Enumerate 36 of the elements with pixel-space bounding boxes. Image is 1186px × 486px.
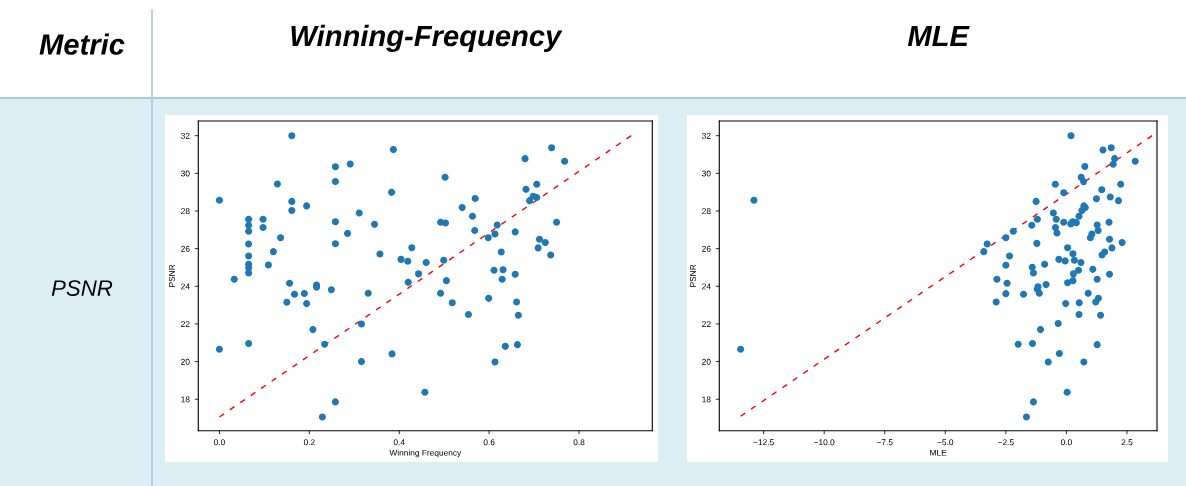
y-tick-label: 26 bbox=[702, 245, 711, 252]
text: PSNR bbox=[51, 280, 113, 296]
y-tick-label: 26 bbox=[181, 245, 190, 252]
y-tick-label: 32 bbox=[702, 132, 711, 139]
x-tick-label: −10.0 bbox=[814, 439, 835, 446]
x-tick-label: −7.5 bbox=[876, 439, 893, 446]
y-tick-label: 22 bbox=[181, 321, 190, 327]
y-tick-label: 20 bbox=[181, 358, 190, 365]
x-tick-label: 0.6 bbox=[483, 439, 495, 446]
x-tick-label: −12.5 bbox=[753, 439, 774, 446]
y-tick-label: 20 bbox=[702, 358, 711, 365]
x-tick-label: 2.5 bbox=[1121, 439, 1133, 446]
y-tick-label: 28 bbox=[181, 208, 190, 215]
x-tick-label: −2.5 bbox=[998, 439, 1014, 446]
y-tick-label: 30 bbox=[181, 170, 190, 177]
chart-title: Winning-Frequency bbox=[291, 24, 563, 53]
y-tick-label: 22 bbox=[702, 321, 711, 327]
y-tick-label: 28 bbox=[702, 208, 711, 215]
x-tick-label: 0.0 bbox=[1060, 439, 1072, 446]
y-tick-label: 30 bbox=[702, 170, 711, 177]
x-axis-title: Winning Frequency bbox=[389, 449, 462, 458]
x-tick-label: 0.8 bbox=[573, 439, 585, 446]
x-tick-label: 0.4 bbox=[393, 439, 405, 446]
text: Metric bbox=[39, 33, 125, 55]
y-axis-title: PSNR bbox=[689, 264, 696, 287]
y-tick-label: 18 bbox=[181, 396, 190, 403]
y-tick-label: 32 bbox=[181, 132, 190, 139]
y-tick-label: 24 bbox=[702, 283, 711, 290]
x-tick-label: 0.2 bbox=[303, 439, 315, 446]
x-tick-label: 0.0 bbox=[213, 439, 225, 446]
chart-title: MLE bbox=[907, 25, 970, 46]
x-tick-label: −5.0 bbox=[937, 439, 954, 446]
y-tick-label: 24 bbox=[181, 283, 190, 290]
y-tick-label: 18 bbox=[702, 396, 711, 403]
y-axis-title: PSNR bbox=[168, 264, 175, 287]
x-axis-title: MLE bbox=[930, 449, 947, 456]
